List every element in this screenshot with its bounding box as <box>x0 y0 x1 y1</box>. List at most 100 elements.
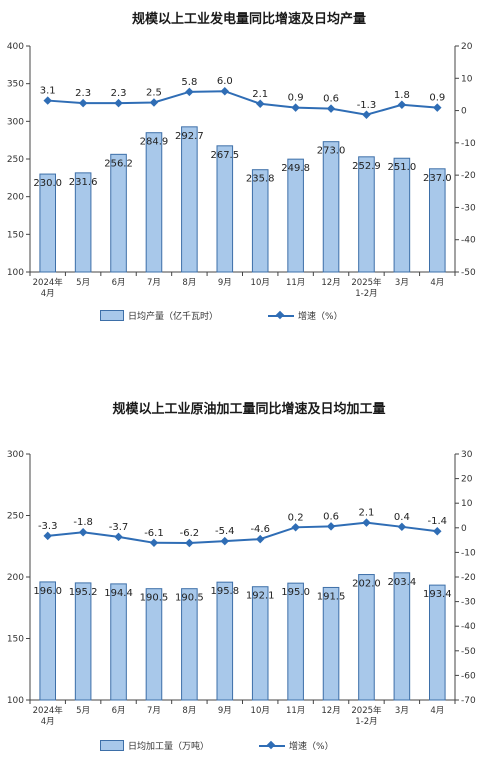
y-tick-label-right: -40 <box>461 622 476 632</box>
bar-value-label: 190.5 <box>140 593 169 604</box>
growth-value-label: 2.1 <box>252 89 268 100</box>
bar <box>358 574 375 701</box>
legend-bar-item: 日均加工量（万吨） <box>100 739 209 752</box>
growth-point <box>220 86 230 96</box>
growth-value-label: 0.9 <box>288 93 304 104</box>
legend-line-swatch <box>268 311 295 320</box>
legend-line-swatch <box>259 741 286 750</box>
x-tick-label: 2025年 1-2月 <box>351 705 382 727</box>
y-tick-label-right: 10 <box>461 499 473 509</box>
bar-value-label: 203.4 <box>388 577 417 588</box>
bar <box>181 588 198 701</box>
y-tick-label-right: -20 <box>461 573 476 583</box>
bar <box>110 153 127 273</box>
bar-value-label: 273.0 <box>317 146 346 157</box>
bar <box>181 126 198 273</box>
y-tick-label-left: 150 <box>7 635 24 645</box>
growth-point <box>397 100 407 110</box>
chart-2-legend: 日均加工量（万吨） 增速（%） <box>100 739 384 752</box>
bar-value-label: 191.5 <box>317 591 346 602</box>
bar <box>251 169 269 273</box>
growth-point <box>397 522 407 532</box>
legend-bar-swatch <box>100 740 124 751</box>
bar <box>39 173 57 273</box>
growth-point <box>114 98 123 108</box>
bar <box>429 584 446 701</box>
chart-1-plot: 100 150 200 250 300 350 400 -50 -40 -30 -20 -10 0 10 2… <box>7 42 476 299</box>
y-tick-label-left: 400 <box>7 42 24 52</box>
y-tick-label-right: -50 <box>461 268 476 278</box>
x-tick-label: 2025年 1-2月 <box>351 277 382 299</box>
growth-value-label: 0.4 <box>394 512 410 523</box>
growth-point <box>185 538 194 548</box>
y-tick-label-right: -50 <box>461 647 476 657</box>
x-tick-label: 5月 <box>76 278 90 288</box>
growth-value-label: 2.3 <box>75 88 91 99</box>
chart-1: 规模以上工业发电量同比增速及日均产量 100 150 200 250 300 350 400… <box>0 0 498 340</box>
x-tick-label: 10月 <box>251 706 270 716</box>
bar-value-label: 194.4 <box>104 588 133 599</box>
growth-point <box>326 104 336 113</box>
bar-value-label: 195.0 <box>281 587 310 598</box>
growth-value-label: -6.1 <box>144 528 164 539</box>
bar-value-label: 251.0 <box>388 162 417 173</box>
y-tick-label-right: -30 <box>461 598 476 608</box>
x-tick-label: 11月 <box>286 706 305 716</box>
bar <box>145 132 163 273</box>
bar <box>74 582 92 701</box>
y-tick-label-right: -20 <box>461 171 476 181</box>
bar-value-label: 195.8 <box>210 586 239 597</box>
x-tick-label: 2024年 4月 <box>33 705 64 727</box>
y-tick-label-left: 100 <box>7 268 24 278</box>
growth-point <box>149 98 159 107</box>
x-tick-label: 5月 <box>76 706 90 716</box>
legend-bar-label: 日均加工量（万吨） <box>128 742 210 752</box>
chart-2: 规模以上工业原油加工量同比增速及日均加工量 100 150 200 250 300 -70… <box>0 390 498 766</box>
y-tick-label-right: -10 <box>461 139 476 149</box>
growth-point <box>326 522 336 531</box>
bar-value-label: 267.5 <box>210 150 239 161</box>
bar-value-label: 231.6 <box>69 177 98 188</box>
y-tick-label-right: -70 <box>461 696 476 706</box>
growth-point <box>433 103 442 112</box>
x-tick-label: 9月 <box>218 706 232 716</box>
bar <box>393 157 411 273</box>
legend-bar-item: 日均产量（亿千瓦时） <box>100 309 218 322</box>
y-tick-label-left: 100 <box>7 696 24 706</box>
y-tick-label-left: 300 <box>7 450 24 460</box>
growth-point <box>149 538 159 548</box>
y-tick-label-right: 10 <box>461 74 473 84</box>
bar <box>429 168 446 273</box>
bar <box>393 572 411 701</box>
growth-point <box>362 518 371 527</box>
bar <box>39 581 57 701</box>
growth-point <box>362 110 371 120</box>
x-tick-label: 11月 <box>286 278 305 288</box>
growth-point <box>255 534 265 544</box>
x-tick-label: 9月 <box>218 278 232 288</box>
legend-bar-swatch <box>100 310 124 321</box>
x-tick-label: 6月 <box>112 706 126 716</box>
growth-value-label: -6.2 <box>180 528 200 539</box>
x-tick-label: 12月 <box>321 278 340 288</box>
bar <box>216 145 234 273</box>
growth-value-label: 6.0 <box>217 76 233 87</box>
growth-point <box>220 536 230 546</box>
bar <box>74 172 92 273</box>
bar <box>251 586 269 701</box>
chart-2-title: 规模以上工业原油加工量同比增速及日均加工量 <box>112 402 386 417</box>
y-tick-label-left: 250 <box>7 155 24 165</box>
y-tick-label-right: -30 <box>461 203 476 213</box>
y-tick-label-right: -60 <box>461 671 476 681</box>
bar-value-label: 196.0 <box>33 586 62 597</box>
x-tick-label: 3月 <box>395 706 409 716</box>
growth-value-label: 1.8 <box>394 90 410 101</box>
bar <box>145 588 163 701</box>
bar-value-label: 249.8 <box>281 163 310 174</box>
x-tick-label: 8月 <box>182 278 196 288</box>
growth-value-label: 0.6 <box>323 511 339 522</box>
growth-value-label: -3.7 <box>109 522 129 533</box>
bar <box>287 582 304 701</box>
bar-value-label: 195.2 <box>69 587 98 598</box>
growth-value-label: -1.4 <box>428 516 448 527</box>
